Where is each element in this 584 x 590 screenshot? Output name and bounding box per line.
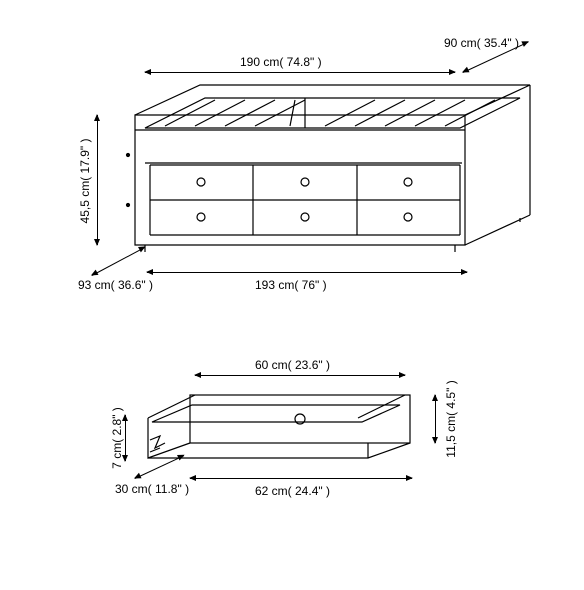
dim-height: 45,5 cm( 17.9" ) bbox=[78, 126, 92, 236]
furniture-dimension-diagram: 190 cm( 74.8" ) 90 cm( 35.4" ) 45,5 cm( … bbox=[0, 0, 584, 584]
dim-drawer-depth: 30 cm( 11.8" ) bbox=[115, 482, 189, 496]
dim-arrow bbox=[97, 115, 98, 245]
dim-outer-depth: 93 cm( 36.6" ) bbox=[78, 278, 153, 292]
dim-drawer-inner-width: 60 cm( 23.6" ) bbox=[255, 358, 330, 372]
dim-arrow bbox=[125, 415, 126, 461]
dim-arrow bbox=[195, 375, 405, 376]
dim-arrow bbox=[190, 478, 412, 479]
dim-drawer-total-height: 7 cm( 2.8" ) bbox=[110, 388, 124, 488]
dim-arrow bbox=[435, 395, 436, 443]
dim-drawer-face-height: 11,5 cm( 4.5" ) bbox=[444, 364, 458, 474]
dim-arrow bbox=[147, 272, 467, 273]
dim-inner-width: 90 cm( 35.4" ) bbox=[444, 36, 519, 50]
dim-inner-length: 190 cm( 74.8" ) bbox=[240, 55, 322, 69]
dim-arrow bbox=[145, 72, 455, 73]
dim-drawer-outer-width: 62 cm( 24.4" ) bbox=[255, 484, 330, 498]
dim-outer-length: 193 cm( 76" ) bbox=[255, 278, 327, 292]
